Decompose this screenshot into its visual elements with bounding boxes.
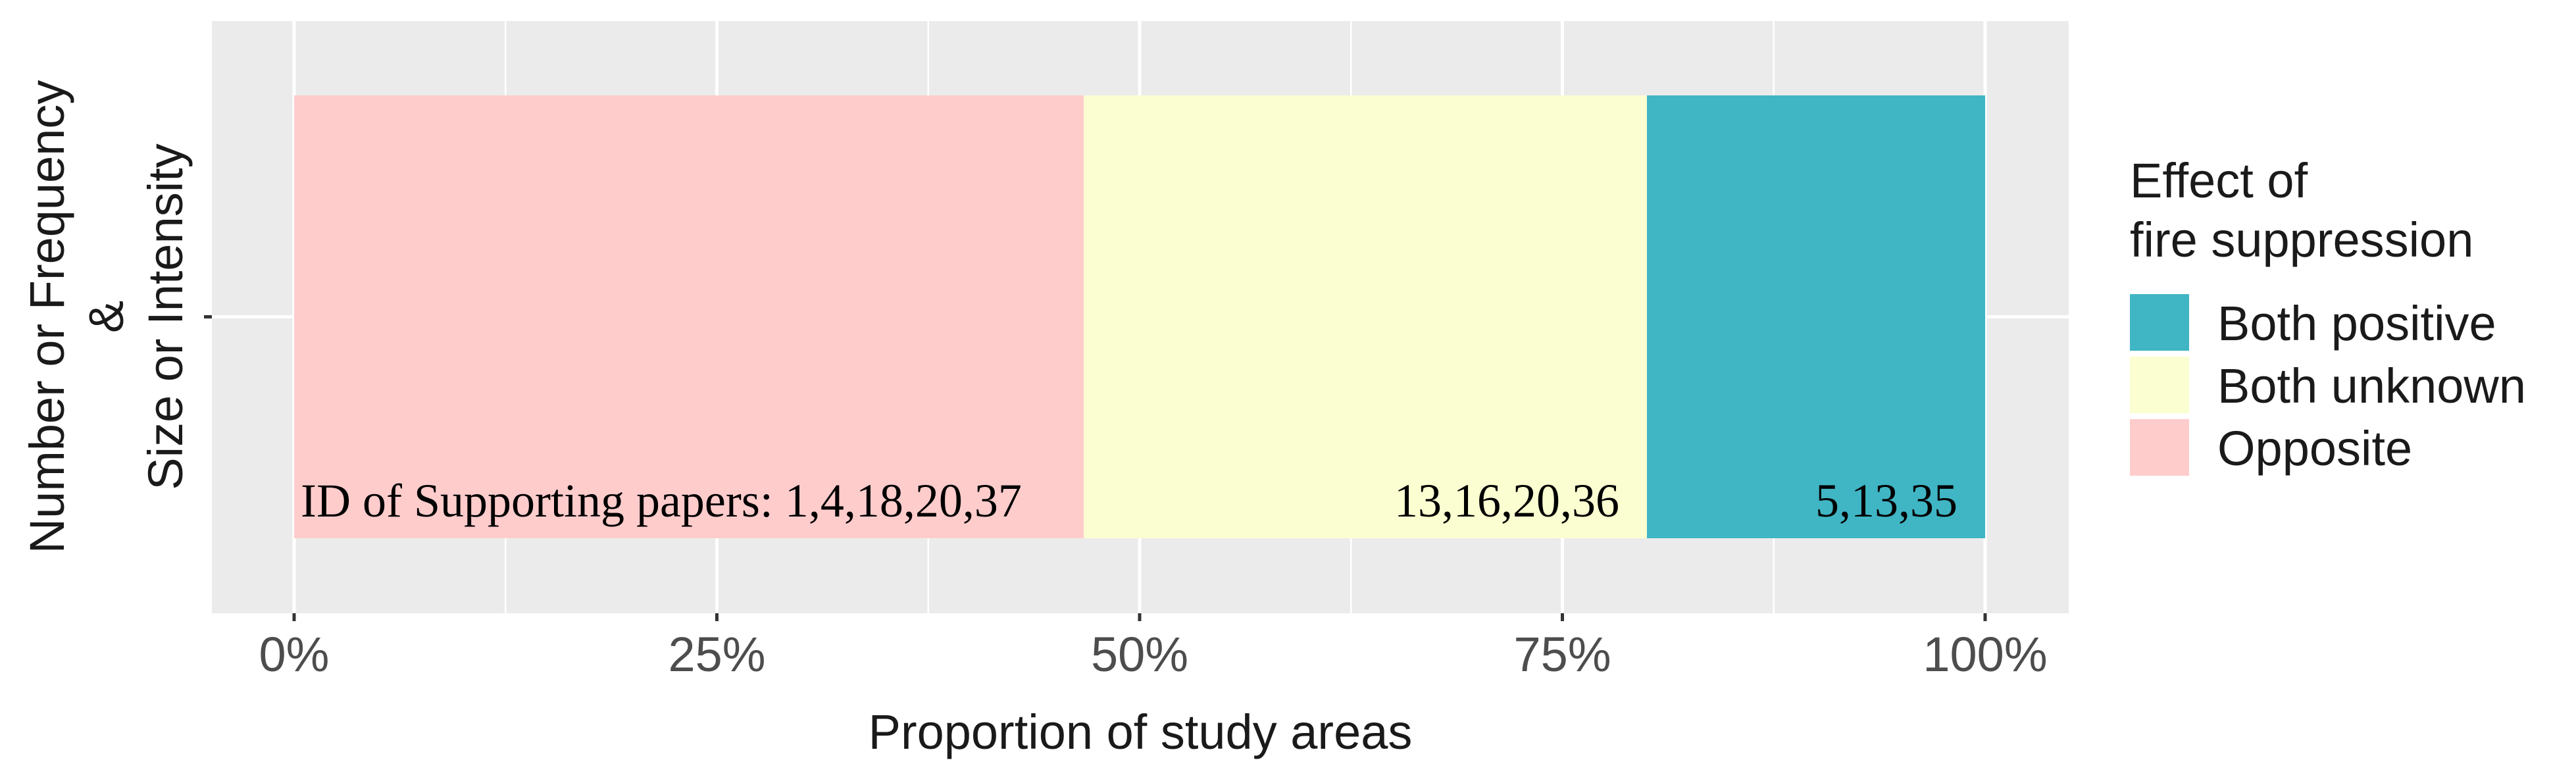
bar-segments [294,95,1985,538]
x-tick-label: 100% [1923,627,2047,682]
y-tick-label-line: Size or Intensity [138,143,193,490]
x-tick-label: 50% [1091,627,1188,682]
x-axis-ticks: 0% 25% 50% 75% 100% [259,613,2048,682]
y-tick-label-line: & [79,301,134,333]
legend-label: Both positive [2217,296,2496,351]
x-tick-label: 0% [259,627,330,682]
x-tick-label: 25% [668,627,765,682]
legend-title: Effect of [2130,153,2308,208]
legend-key-opposite [2130,419,2189,476]
bar-labels: ID of Supporting papers: 1,4,18,20,37 13,… [301,474,1957,527]
legend-key-both-positive [2130,294,2189,351]
x-tick-label: 75% [1513,627,1611,682]
y-tick-label-line: Number or Frequency [20,80,74,554]
bar-data-label: ID of Supporting papers: 1,4,18,20,37 [301,474,1022,527]
bar-data-label: 5,13,35 [1815,474,1957,527]
y-axis-ticks: Number or Frequency & Size or Intensity [20,80,212,554]
y-tick-label-group: Number or Frequency & Size or Intensity [20,80,193,554]
bar-segment-both-unknown [1084,95,1647,538]
legend-title: fire suppression [2130,213,2473,267]
legend-label: Opposite [2217,421,2412,476]
legend-label: Both unknown [2217,359,2526,413]
legend-key-both-unknown [2130,357,2189,413]
bar-segment-opposite [294,95,1084,538]
bar-segment-both-positive [1647,95,1985,538]
x-axis-title: Proportion of study areas [869,705,1413,759]
bar-data-label: 13,16,20,36 [1394,474,1619,527]
